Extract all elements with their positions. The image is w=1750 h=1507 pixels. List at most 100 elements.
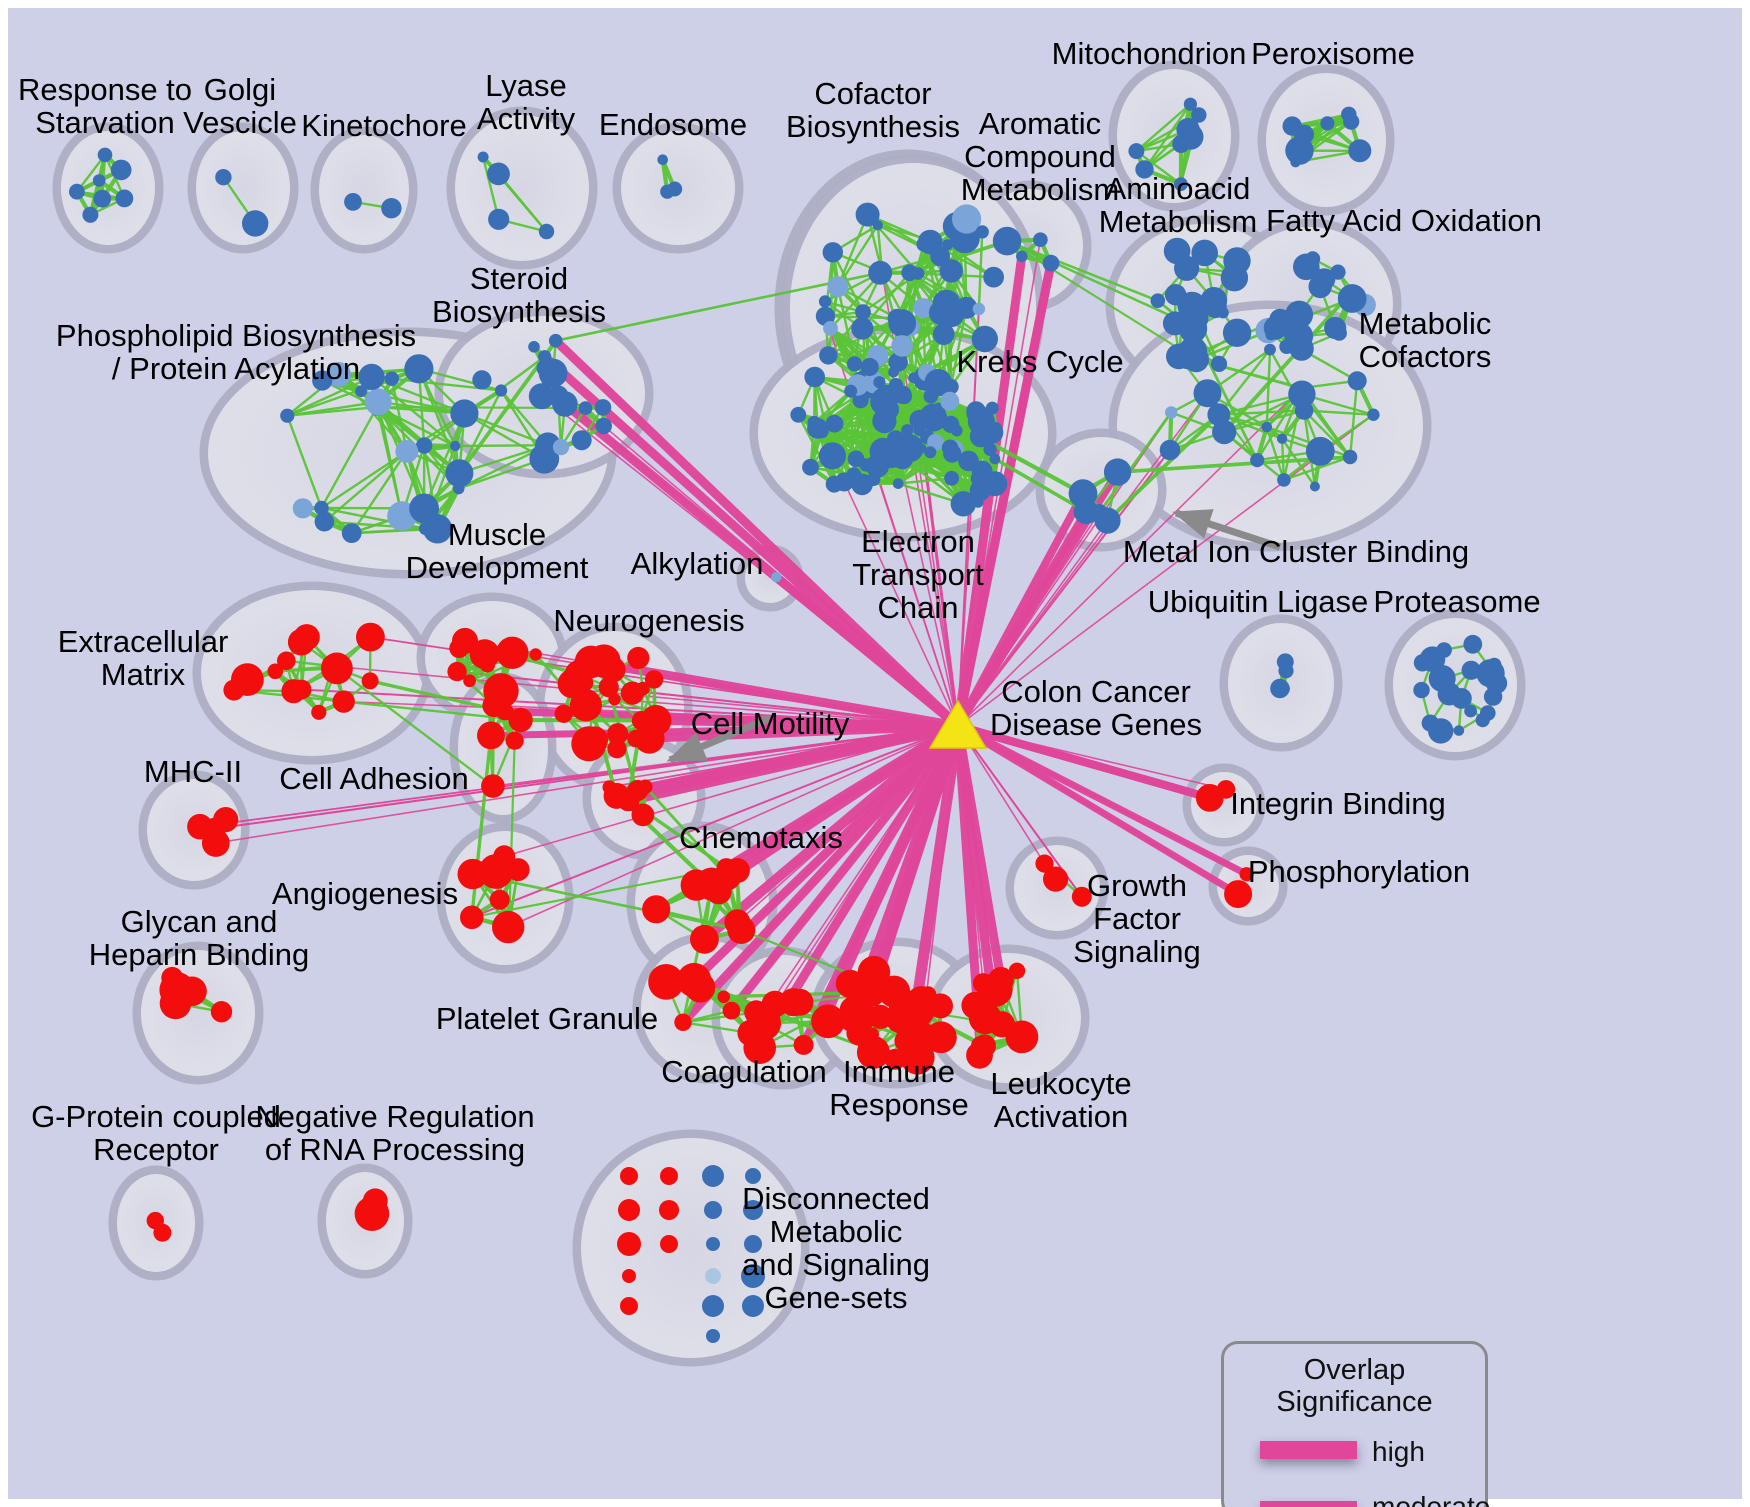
gene-set-node[interactable] <box>627 779 649 802</box>
gene-set-node[interactable] <box>1222 318 1252 347</box>
gene-set-node[interactable] <box>891 447 909 465</box>
gene-set-node[interactable] <box>361 672 379 690</box>
gene-set-node[interactable] <box>804 366 825 388</box>
gene-set-node[interactable] <box>1183 97 1197 111</box>
gene-set-node[interactable] <box>872 409 897 434</box>
gene-set-node[interactable] <box>950 491 976 517</box>
gene-set-node[interactable] <box>855 304 871 320</box>
gene-set-node[interactable] <box>690 924 719 954</box>
gene-set-node[interactable] <box>1128 143 1145 160</box>
gene-set-node[interactable] <box>595 417 612 435</box>
gene-set-node[interactable] <box>1239 867 1254 882</box>
gene-set-node[interactable] <box>581 726 609 753</box>
cluster-glycan-heparin-binding[interactable] <box>132 941 264 1085</box>
gene-set-node[interactable] <box>1224 880 1253 909</box>
gene-set-node[interactable] <box>786 988 814 1016</box>
gene-set-node[interactable] <box>1210 355 1228 372</box>
gene-set-node[interactable] <box>642 895 671 924</box>
gene-set-node[interactable] <box>69 183 85 200</box>
gene-set-node[interactable] <box>1347 371 1367 391</box>
cluster-kinetochore[interactable] <box>310 126 418 254</box>
gene-set-node[interactable] <box>1264 343 1276 356</box>
gene-set-node[interactable] <box>321 652 353 685</box>
gene-set-node[interactable] <box>1195 784 1224 812</box>
gene-set-node[interactable] <box>939 259 963 283</box>
gene-set-node[interactable] <box>364 388 392 416</box>
gene-set-node[interactable] <box>819 346 838 365</box>
gene-set-node[interactable] <box>1193 379 1222 408</box>
gene-set-node[interactable] <box>892 478 904 489</box>
gene-set-node[interactable] <box>1223 265 1235 278</box>
gene-set-node[interactable] <box>1164 284 1187 306</box>
gene-set-node[interactable] <box>958 450 979 472</box>
gene-set-node[interactable] <box>1016 250 1028 263</box>
gene-set-node[interactable] <box>578 401 593 415</box>
gene-set-node[interactable] <box>215 169 232 186</box>
gene-set-node[interactable] <box>618 1199 640 1221</box>
gene-set-node[interactable] <box>607 723 629 745</box>
gene-set-node[interactable] <box>277 651 296 671</box>
gene-set-node[interactable] <box>381 198 402 219</box>
cluster-golgi-vescicle[interactable] <box>187 122 299 254</box>
gene-set-node[interactable] <box>978 972 1013 1007</box>
gene-set-node[interactable] <box>802 458 819 476</box>
gene-set-node[interactable] <box>1033 232 1048 247</box>
gene-set-node[interactable] <box>620 1167 638 1185</box>
gene-set-node[interactable] <box>508 707 533 733</box>
gene-set-node[interactable] <box>146 1211 164 1230</box>
gene-set-node[interactable] <box>291 679 312 700</box>
gene-set-node[interactable] <box>660 184 675 199</box>
gene-set-node[interactable] <box>888 367 899 378</box>
gene-set-node[interactable] <box>717 990 730 1004</box>
gene-set-node[interactable] <box>495 384 508 397</box>
gene-set-node[interactable] <box>489 889 510 910</box>
gene-set-node[interactable] <box>1191 239 1218 267</box>
gene-set-node[interactable] <box>1278 663 1294 679</box>
gene-set-node[interactable] <box>1191 107 1207 123</box>
gene-set-node[interactable] <box>627 646 650 670</box>
gene-set-node[interactable] <box>825 475 843 493</box>
gene-set-node[interactable] <box>1175 314 1189 328</box>
gene-set-node[interactable] <box>528 341 540 353</box>
gene-set-node[interactable] <box>855 202 880 227</box>
gene-set-node[interactable] <box>988 1011 1016 1038</box>
gene-set-node[interactable] <box>602 780 617 794</box>
gene-set-node[interactable] <box>538 223 555 240</box>
gene-set-node[interactable] <box>827 276 849 298</box>
gene-set-node[interactable] <box>477 721 505 750</box>
gene-set-node[interactable] <box>187 813 213 840</box>
gene-set-node[interactable] <box>771 571 782 583</box>
gene-set-node[interactable] <box>477 151 489 163</box>
gene-set-node[interactable] <box>586 703 599 717</box>
gene-set-node[interactable] <box>744 1235 762 1253</box>
gene-set-node[interactable] <box>928 993 953 1019</box>
gene-set-node[interactable] <box>617 1232 641 1256</box>
gene-set-node[interactable] <box>384 371 399 386</box>
gene-set-node[interactable] <box>981 474 1003 495</box>
gene-set-node[interactable] <box>823 321 838 336</box>
gene-set-node[interactable] <box>445 459 474 488</box>
gene-set-node[interactable] <box>552 391 578 417</box>
gene-set-node[interactable] <box>1008 962 1026 979</box>
gene-set-node[interactable] <box>930 246 950 267</box>
gene-set-node[interactable] <box>450 399 479 428</box>
gene-set-node[interactable] <box>793 1034 814 1055</box>
gene-set-node[interactable] <box>648 964 684 1000</box>
gene-set-node[interactable] <box>676 962 712 998</box>
gene-set-node[interactable] <box>944 470 959 486</box>
gene-set-node[interactable] <box>552 439 570 456</box>
gene-set-node[interactable] <box>852 392 869 409</box>
gene-set-node[interactable] <box>564 660 594 689</box>
gene-set-node[interactable] <box>901 424 914 437</box>
gene-set-node[interactable] <box>911 267 925 280</box>
gene-set-node[interactable] <box>492 910 525 944</box>
gene-set-node[interactable] <box>332 690 355 713</box>
gene-set-node[interactable] <box>807 417 828 439</box>
gene-set-node[interactable] <box>1216 780 1236 799</box>
gene-set-node[interactable] <box>1277 473 1291 487</box>
gene-set-node[interactable] <box>967 408 995 436</box>
gene-set-node[interactable] <box>598 677 619 698</box>
gene-set-node[interactable] <box>873 376 886 389</box>
gene-set-node[interactable] <box>818 442 847 470</box>
gene-set-node[interactable] <box>943 378 959 395</box>
